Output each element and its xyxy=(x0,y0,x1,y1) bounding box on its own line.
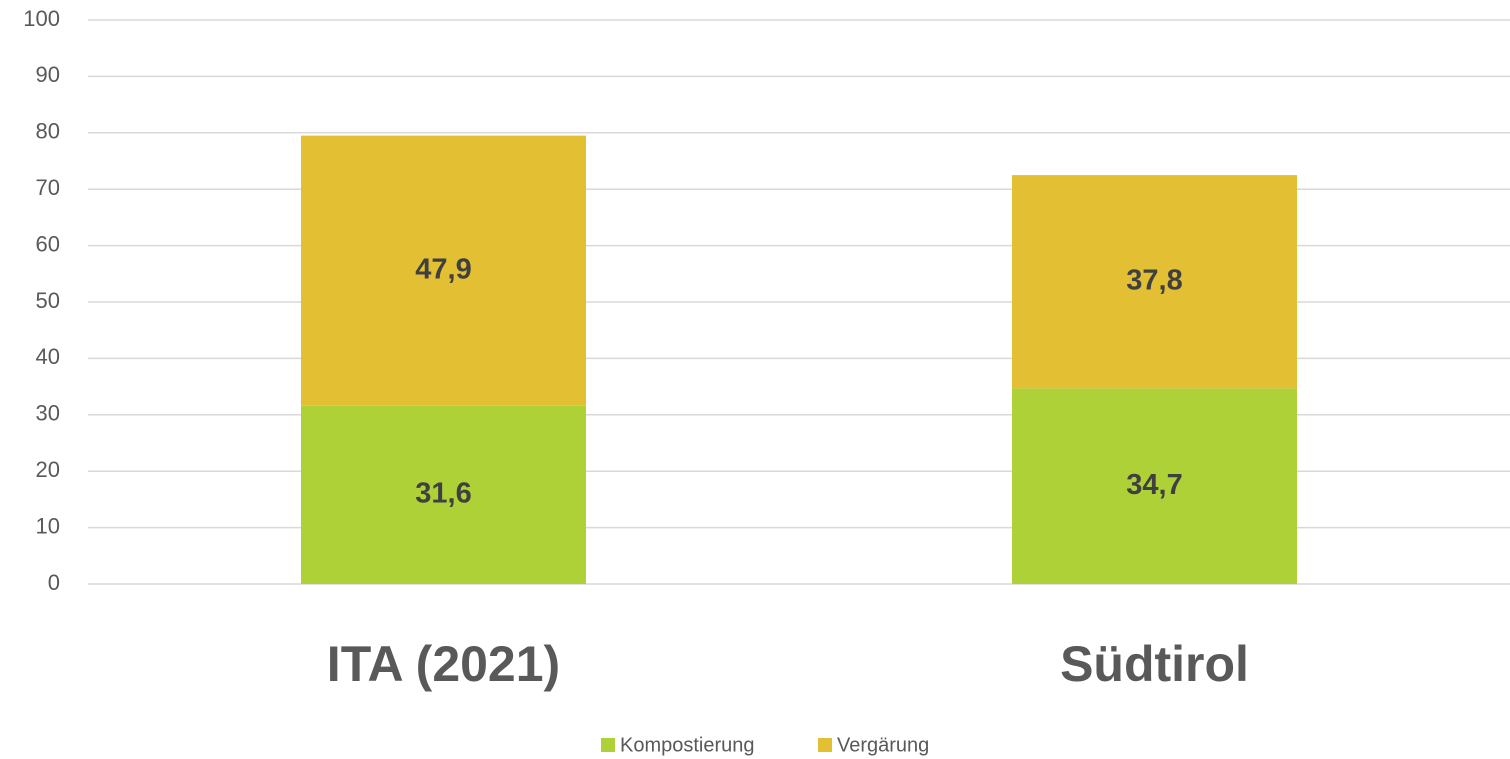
data-label: 37,8 xyxy=(1126,264,1182,296)
y-tick-label: 0 xyxy=(48,570,60,595)
y-tick-label: 10 xyxy=(36,513,60,538)
legend-swatch xyxy=(601,738,615,752)
y-tick-label: 60 xyxy=(36,231,60,256)
legend-label: Kompostierung xyxy=(620,734,755,756)
data-label: 34,7 xyxy=(1126,469,1182,501)
bar-segment xyxy=(1012,175,1297,389)
y-tick-label: 20 xyxy=(36,457,60,482)
legend-label: Vergärung xyxy=(837,734,929,756)
y-tick-label: 50 xyxy=(36,288,60,313)
y-tick-label: 30 xyxy=(36,401,60,426)
y-tick-label: 90 xyxy=(36,62,60,87)
y-tick-label: 70 xyxy=(36,175,60,200)
x-tick-label: ITA (2021) xyxy=(327,636,560,692)
bar-segment xyxy=(301,135,586,406)
y-tick-label: 100 xyxy=(23,6,60,31)
data-label: 47,9 xyxy=(415,253,471,285)
data-label: 31,6 xyxy=(415,478,471,510)
x-tick-label: Südtirol xyxy=(1060,636,1249,692)
legend-swatch xyxy=(818,738,832,752)
bar-segment xyxy=(301,405,586,584)
y-tick-label: 40 xyxy=(36,344,60,369)
bar-segment xyxy=(1012,388,1297,584)
y-tick-label: 80 xyxy=(36,119,60,144)
